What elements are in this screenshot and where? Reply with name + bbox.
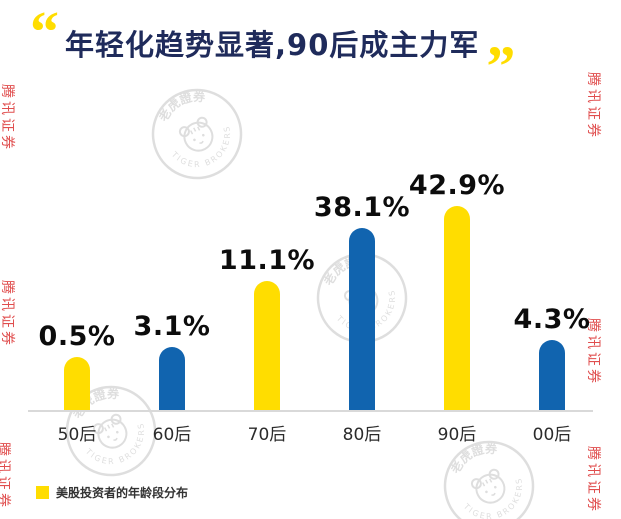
bar-value-label-90后: 42.9% (408, 170, 506, 201)
chart-bar-70后 (254, 281, 280, 410)
category-label-00后: 00后 (532, 425, 572, 445)
bar-value-label-50后: 0.5% (38, 321, 116, 352)
category-label-60后: 60后 (152, 425, 192, 445)
category-label-90后: 90后 (437, 425, 477, 445)
legend-swatch (36, 486, 49, 499)
chart-bar-50后 (64, 357, 90, 410)
x-axis (28, 410, 593, 412)
category-label-70后: 70后 (247, 425, 287, 445)
chart-bar-80后 (349, 228, 375, 410)
legend-label: 美股投资者的年龄段分布 (56, 486, 189, 500)
bar-value-label-80后: 38.1% (313, 192, 411, 223)
bar-value-label-60后: 3.1% (133, 311, 211, 342)
chart-bar-00后 (539, 340, 565, 410)
chart-title: 年轻化趋势显著,90后成主力军 (65, 28, 480, 62)
chart-bar-90后 (444, 206, 470, 410)
title-row: “ 年轻化趋势显著,90后成主力军 ” (30, 3, 515, 95)
legend: 美股投资者的年龄段分布 (36, 484, 188, 501)
category-label-50后: 50后 (57, 425, 97, 445)
bar-value-label-70后: 11.1% (218, 245, 316, 276)
chart-bar-60后 (159, 347, 185, 410)
category-label-80后: 80后 (342, 425, 382, 445)
bar-value-label-00后: 4.3% (513, 304, 591, 335)
